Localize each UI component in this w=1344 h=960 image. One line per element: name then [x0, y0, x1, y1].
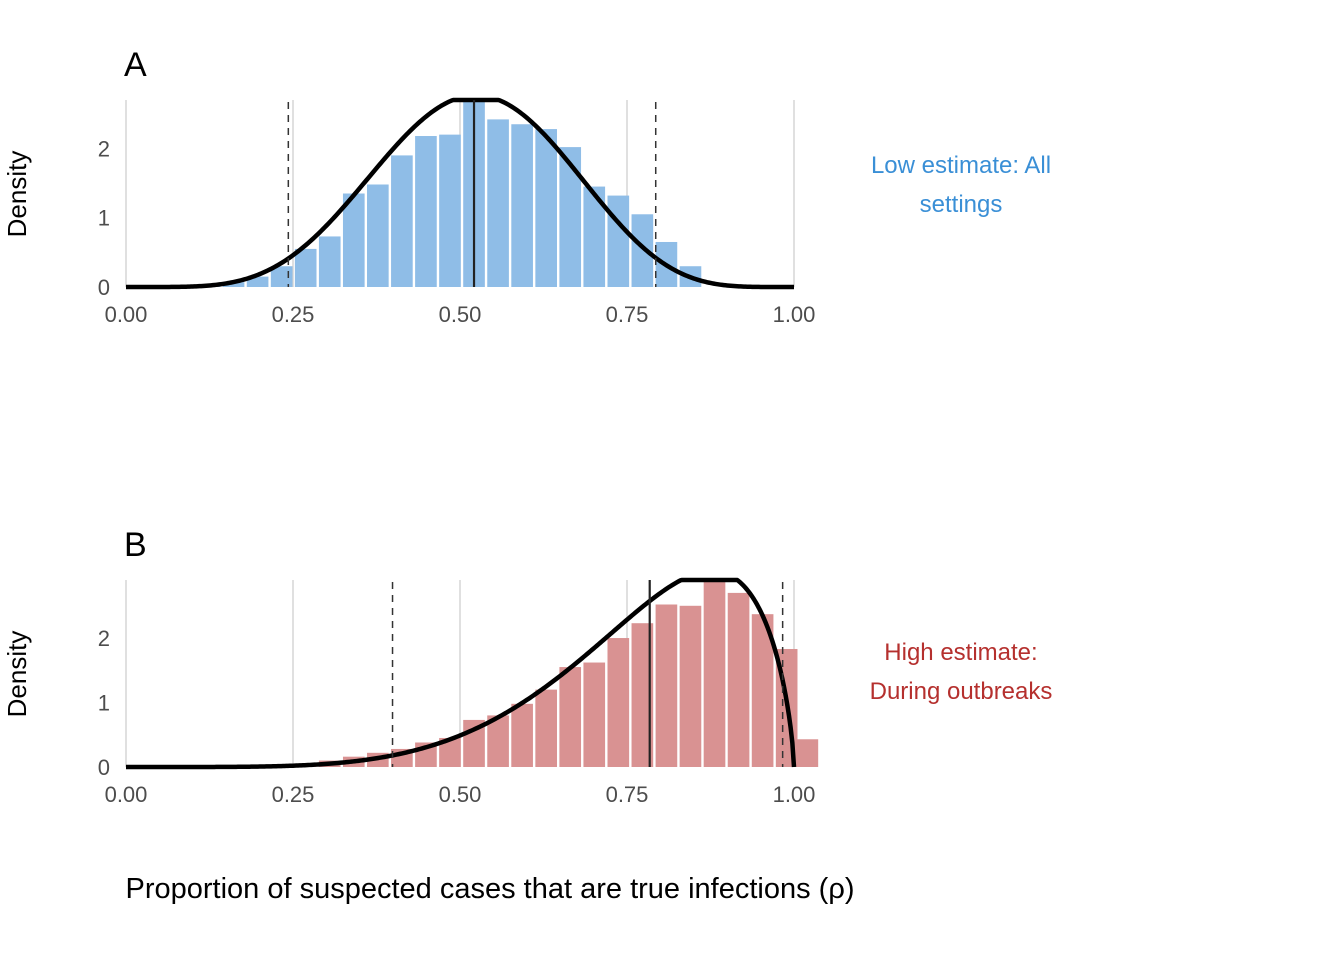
panel-a-bar-14 [511, 124, 533, 287]
panel-a-bar-3 [246, 276, 269, 287]
panel-a-bar-19 [631, 214, 654, 287]
panel-b: B Density 0.00 0.25 0.50 0.75 1.00 0 1 2 High … [2, 526, 1052, 807]
panel-b-y-tick-label-2: 2 [98, 626, 110, 651]
panel-b-bar-16 [655, 604, 678, 767]
panel-a-bar-11 [439, 134, 461, 287]
panel-a-bar-8 [367, 184, 389, 287]
panel-a-x-tick-label-3: 0.75 [606, 302, 649, 327]
panel-b-y-tick-label-1: 1 [98, 691, 110, 716]
panel-a-x-ticks: 0.00 0.25 0.50 0.75 1.00 [105, 302, 816, 327]
panel-a-bar-15 [535, 129, 557, 287]
panel-b-reference-lines [391, 580, 784, 767]
panel-a-annotation-line-1: Low estimate: All [871, 152, 1051, 179]
panel-b-x-tick-label-3: 0.75 [606, 782, 649, 807]
panel-a-x-tick-label-1: 0.25 [272, 302, 315, 327]
panel-b-x-tick-label-0: 0.00 [105, 782, 148, 807]
panel-b-bar-18 [703, 581, 726, 767]
panel-a: A Density 0.00 0.25 0.50 0.75 1.00 0 1 2 Low e… [2, 46, 1051, 327]
panel-a-ylabel: Density [2, 151, 32, 238]
panel-a-y-ticks: 0 1 2 [98, 136, 110, 300]
panel-a-reference-lines [287, 100, 657, 287]
panel-b-bar-15 [631, 623, 654, 767]
panel-a-bar-9 [391, 155, 413, 287]
panel-a-bar-16 [559, 147, 582, 287]
panel-b-y-ticks: 0 1 2 [98, 626, 110, 780]
panel-b-bar-19 [727, 592, 750, 767]
panel-b-histogram [270, 581, 819, 767]
panel-b-bar-12 [559, 667, 582, 767]
panel-a-y-tick-label-1: 1 [98, 206, 110, 231]
panel-a-bar-5 [294, 248, 317, 287]
panel-a-density-curve [125, 97, 795, 290]
panel-a-x-tick-label-0: 0.00 [105, 302, 148, 327]
panel-a-y-tick-label-0: 0 [98, 275, 110, 300]
panel-a-x-tick-label-2: 0.50 [439, 302, 482, 327]
panel-a-label: A [124, 46, 147, 84]
panel-a-histogram [174, 101, 702, 287]
panel-b-annotation-line-2: During outbreaks [870, 678, 1053, 705]
panel-b-bar-20 [751, 614, 774, 767]
panel-a-y-tick-label-2: 2 [98, 136, 110, 161]
x-axis-label: Proportion of suspected cases that are t… [126, 873, 855, 905]
panel-a-bar-2 [222, 282, 245, 287]
panel-b-bar-9 [487, 715, 509, 767]
panel-a-beta-curve [125, 97, 795, 290]
panel-b-bar-7 [439, 737, 461, 767]
panel-b-x-tick-label-4: 1.00 [773, 782, 816, 807]
panel-b-y-tick-label-0: 0 [98, 755, 110, 780]
panel-a-bar-7 [342, 193, 365, 287]
panel-b-ylabel: Density [2, 631, 32, 718]
panel-b-x-ticks: 0.00 0.25 0.50 0.75 1.00 [105, 782, 816, 807]
panel-a-bar-10 [415, 136, 437, 287]
panel-b-beta-curve [125, 577, 797, 770]
panel-a-bar-18 [607, 195, 630, 287]
panel-b-bar-10 [511, 703, 533, 767]
panel-b-annotation-line-1: High estimate: [884, 639, 1037, 666]
panel-b-x-tick-label-2: 0.50 [439, 782, 482, 807]
panel-b-bar-14 [607, 638, 630, 767]
panel-b-bar-13 [583, 662, 606, 767]
panel-a-bar-6 [318, 236, 341, 287]
panel-b-label: B [124, 526, 147, 564]
panel-b-bar-17 [679, 605, 702, 767]
panel-a-bar-13 [487, 119, 509, 287]
panel-a-bar-17 [583, 186, 606, 287]
panel-b-density-curve [125, 577, 797, 770]
panel-b-bar-11 [535, 689, 557, 767]
panel-b-bar-22 [796, 739, 819, 767]
panel-a-annotation-line-2: settings [920, 191, 1003, 218]
panel-a-bar-4 [270, 266, 293, 287]
panel-a-x-tick-label-4: 1.00 [773, 302, 816, 327]
panel-b-x-tick-label-1: 0.25 [272, 782, 315, 807]
